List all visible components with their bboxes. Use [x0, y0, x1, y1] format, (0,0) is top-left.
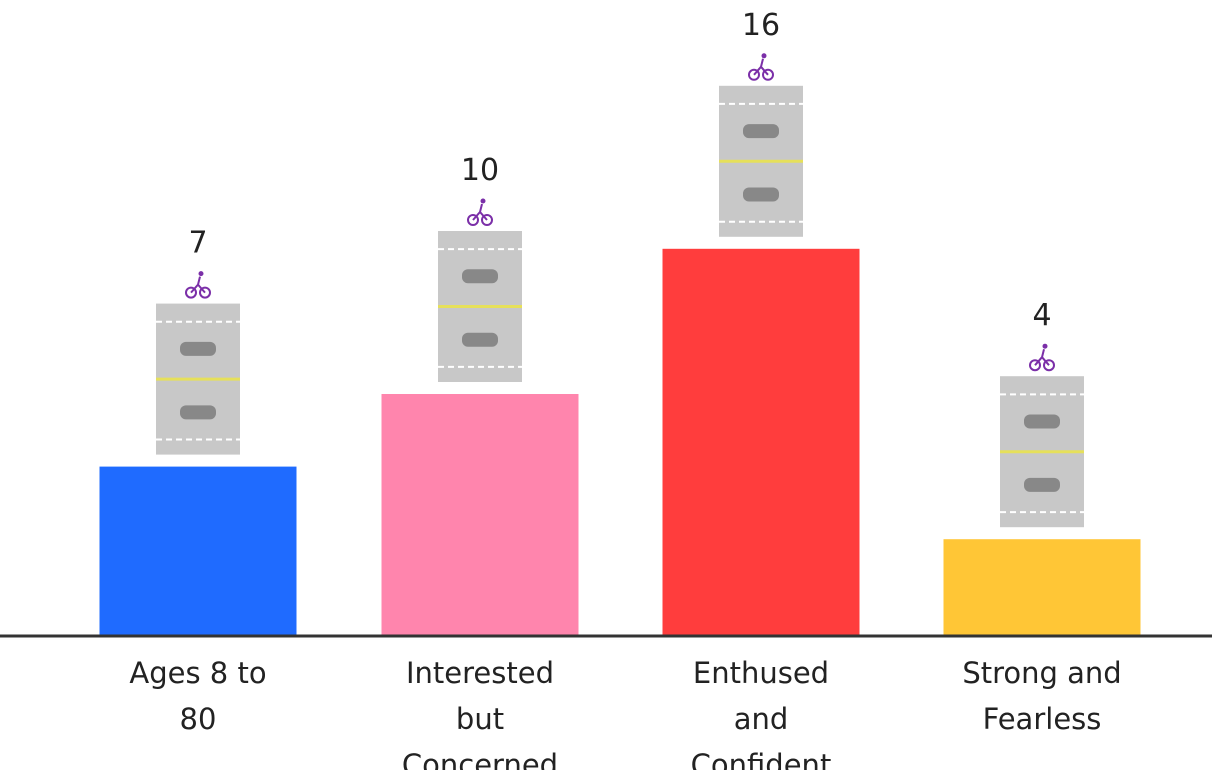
bar: [943, 539, 1141, 636]
bike-rider: [753, 58, 769, 76]
bar: [99, 466, 297, 636]
category-label: Interested but Concerned: [401, 656, 559, 770]
bar: [662, 248, 860, 637]
bar: [381, 394, 579, 636]
road-icon: [719, 53, 803, 237]
road-icon: [156, 271, 240, 455]
bike-wheel: [1043, 359, 1055, 372]
car: [743, 187, 779, 202]
bike-head: [1042, 343, 1048, 349]
bike-wheel: [481, 214, 493, 226]
bike-head: [480, 198, 486, 204]
category-label: Strong and Fearless: [962, 656, 1122, 736]
bike-head: [198, 271, 204, 277]
car: [180, 405, 216, 420]
value-label: 4: [1032, 298, 1051, 333]
bike-head: [761, 53, 767, 59]
car: [1024, 477, 1060, 492]
bike-rider: [190, 276, 206, 294]
bike-wheel: [199, 286, 211, 299]
category-label: Enthused and Confident: [690, 656, 832, 770]
category-label: Ages 8 to 80: [129, 656, 267, 736]
bike-rider: [1034, 348, 1050, 366]
bike-wheel: [467, 214, 479, 226]
road-icon: [1000, 343, 1084, 528]
bike-wheel: [185, 286, 197, 299]
value-label: 7: [188, 226, 207, 261]
bike-rider: [472, 203, 488, 221]
bike-wheel: [748, 68, 760, 81]
bike-wheel: [762, 68, 774, 81]
bike-wheel: [1029, 359, 1041, 372]
car: [462, 269, 498, 284]
car: [743, 124, 779, 139]
car: [1024, 414, 1060, 429]
car: [462, 332, 498, 347]
car: [180, 341, 216, 356]
road-icon: [438, 198, 522, 382]
value-label: 16: [742, 8, 780, 43]
value-label: 10: [461, 153, 499, 188]
